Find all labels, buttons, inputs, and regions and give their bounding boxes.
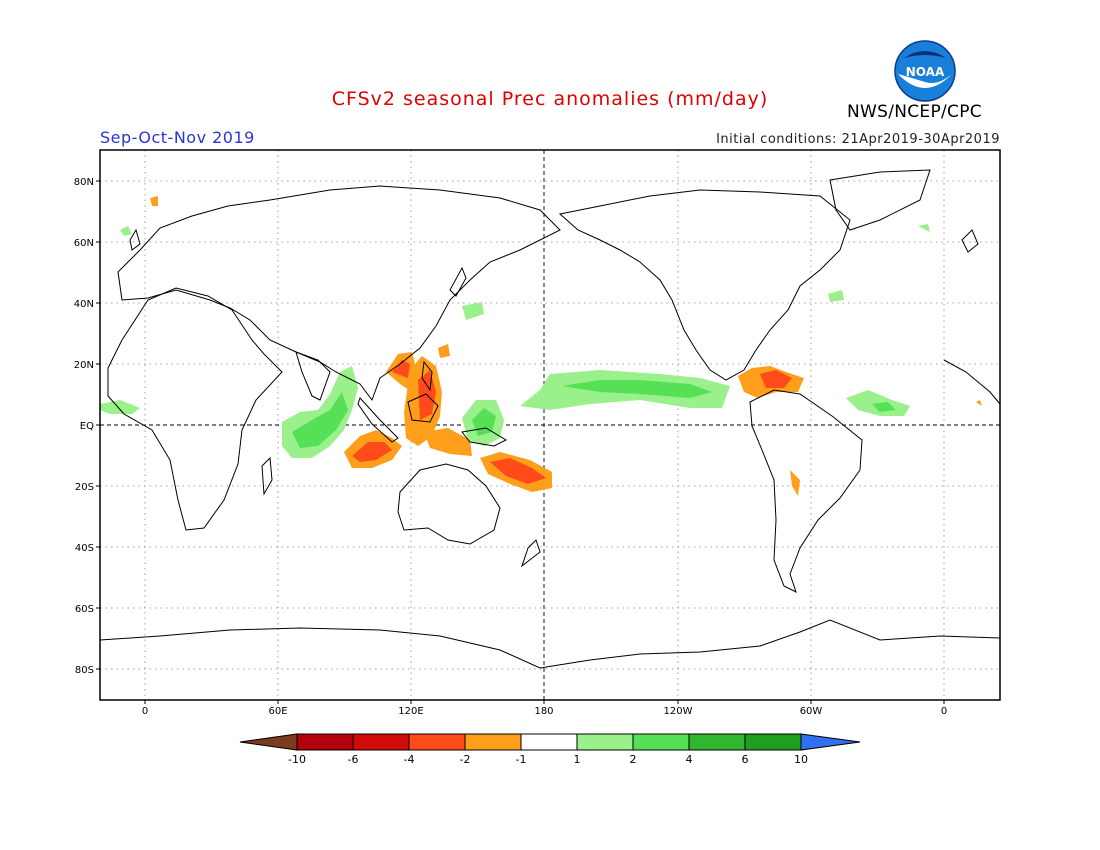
lat-label: 40S xyxy=(75,543,94,554)
legend-label: -1 xyxy=(516,753,527,766)
legend-label: -2 xyxy=(460,753,471,766)
australia-outline xyxy=(397,463,501,545)
legend-label: -6 xyxy=(348,753,359,766)
legend-swatch xyxy=(744,733,802,751)
africa-outline xyxy=(107,287,283,531)
color-bar-legend xyxy=(239,733,861,751)
lon-label: 120E xyxy=(398,706,423,717)
lat-label: 20S xyxy=(75,482,94,493)
eurasia-outline xyxy=(117,185,561,402)
noaa-logo: NOAA xyxy=(894,40,956,102)
land-outlines xyxy=(99,169,1001,669)
lat-label: 80N xyxy=(74,177,94,188)
legend-swatch xyxy=(688,733,746,751)
legend-label: -10 xyxy=(288,753,306,766)
season-label: Sep-Oct-Nov 2019 xyxy=(100,128,255,147)
lon-label: 0 xyxy=(142,706,148,717)
legend-swatch xyxy=(239,733,298,751)
legend-label: 10 xyxy=(794,753,808,766)
legend-label: 6 xyxy=(742,753,749,766)
lat-label: 40N xyxy=(74,299,94,310)
india-outline xyxy=(295,351,331,401)
lat-label: 80S xyxy=(75,665,94,676)
lon-label: 60E xyxy=(268,706,287,717)
new-zealand-outline xyxy=(521,539,541,568)
legend-swatch xyxy=(576,733,634,751)
antarctica-outline xyxy=(99,619,1001,669)
anomaly-fields xyxy=(100,196,982,496)
initial-conditions-label: Initial conditions: 21Apr2019-30Apr2019 xyxy=(716,132,1000,147)
lon-label: 180 xyxy=(534,706,553,717)
lon-label: 0 xyxy=(941,706,947,717)
lat-label: 60S xyxy=(75,604,94,615)
new-guinea-outline xyxy=(461,427,508,447)
greenland-outline xyxy=(829,169,931,231)
lon-label: 120W xyxy=(664,706,693,717)
lat-label: 60N xyxy=(74,238,94,249)
legend-swatch xyxy=(520,733,578,751)
japan-outline xyxy=(449,266,467,297)
noaa-logo-text: NOAA xyxy=(906,65,945,79)
legend-swatch xyxy=(632,733,690,751)
legend-swatch xyxy=(408,733,466,751)
madagascar-outline xyxy=(261,456,273,496)
legend-swatch xyxy=(464,733,522,751)
map-title: CFSv2 seasonal Prec anomalies (mm/day) xyxy=(331,88,769,110)
agency-label: NWS/NCEP/CPC xyxy=(847,102,982,122)
legend-swatch xyxy=(352,733,410,751)
north-america-outline xyxy=(558,189,851,381)
legend-swatch xyxy=(296,733,354,751)
lon-label: 60W xyxy=(800,706,823,717)
borneo-outline xyxy=(407,393,439,423)
philippines-outline xyxy=(421,360,433,392)
uk-right-outline xyxy=(961,229,979,253)
lat-label: 20N xyxy=(74,360,94,371)
legend-label: -4 xyxy=(404,753,415,766)
legend-label: 4 xyxy=(686,753,693,766)
british-isles-outline xyxy=(129,228,141,251)
legend-label: 2 xyxy=(630,753,637,766)
lat-label: EQ xyxy=(80,421,94,432)
south-america-outline xyxy=(749,389,863,593)
legend-swatch xyxy=(800,733,861,751)
africa-right-outline xyxy=(943,359,1001,405)
legend-label: 1 xyxy=(574,753,581,766)
sumatra-outline xyxy=(357,397,399,443)
